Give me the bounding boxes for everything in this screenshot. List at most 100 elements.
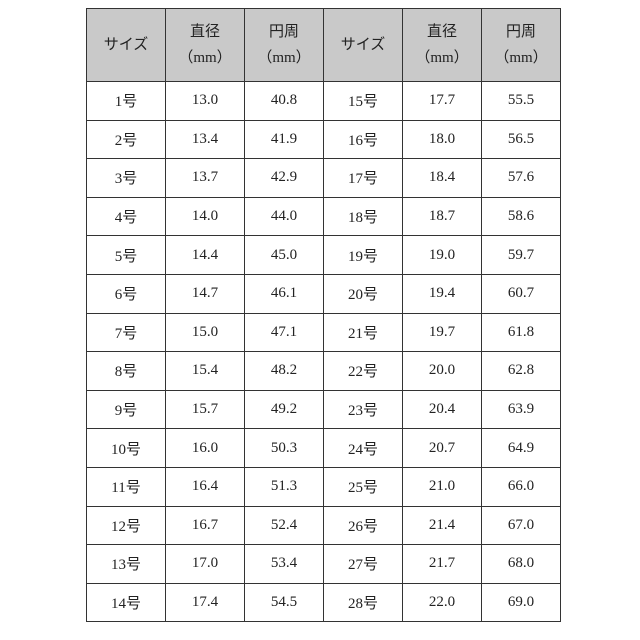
table-cell: 61.8 — [481, 312, 561, 353]
table-cell: 20号 — [323, 273, 403, 314]
table-row: 1号 13.0 40.8 15号 17.7 55.5 — [86, 81, 561, 121]
table-cell: 13.7 — [165, 158, 245, 198]
table-cell: 22号 — [323, 351, 403, 391]
table-cell: 17.4 — [165, 582, 245, 623]
table-cell: 63.9 — [481, 389, 561, 430]
table-cell: 14.7 — [165, 273, 245, 314]
table-cell: 26号 — [323, 505, 403, 546]
table-cell: 27号 — [323, 544, 403, 584]
table-row: 6号 14.7 46.1 20号 19.4 60.7 — [86, 273, 561, 314]
table-row: 5号 14.4 45.0 19号 19.0 59.7 — [86, 235, 561, 275]
table-cell: 66.0 — [481, 466, 561, 507]
table-cell: 13.4 — [165, 119, 245, 160]
table-cell: 41.9 — [244, 119, 324, 160]
table-cell: 53.4 — [244, 544, 324, 584]
table-cell: 16.7 — [165, 505, 245, 546]
table-row: 4号 14.0 44.0 18号 18.7 58.6 — [86, 196, 561, 237]
table-cell: 2号 — [86, 119, 166, 160]
table-row: 8号 15.4 48.2 22号 20.0 62.8 — [86, 351, 561, 391]
table-cell: 19号 — [323, 235, 403, 275]
table-cell: 21.4 — [402, 505, 482, 546]
table-cell: 64.9 — [481, 428, 561, 468]
table-cell: 12号 — [86, 505, 166, 546]
header-title: 直径 — [189, 24, 220, 40]
table-row: 11号 16.4 51.3 25号 21.0 66.0 — [86, 466, 561, 507]
header-cell: 直径 （mm） — [165, 8, 245, 82]
table-cell: 15.0 — [165, 312, 245, 353]
table-cell: 18.7 — [402, 196, 482, 237]
table-cell: 19.7 — [402, 312, 482, 353]
header-title: サイズ — [103, 37, 149, 53]
table-cell: 17.0 — [165, 544, 245, 584]
table-cell: 25号 — [323, 466, 403, 507]
table-cell: 44.0 — [244, 196, 324, 237]
table-cell: 22.0 — [402, 582, 482, 623]
table-cell: 52.4 — [244, 505, 324, 546]
table-body: 1号 13.0 40.8 15号 17.7 55.5 2号 13.4 41.9 16号 18.0 56… — [86, 81, 561, 623]
table-cell: 16号 — [323, 119, 403, 160]
table-cell: 18.0 — [402, 119, 482, 160]
table-cell: 15.7 — [165, 389, 245, 430]
table-cell: 68.0 — [481, 544, 561, 584]
table-cell: 60.7 — [481, 273, 561, 314]
header-cell: 直径 （mm） — [402, 8, 482, 82]
table-cell: 3号 — [86, 158, 166, 198]
table-cell: 58.6 — [481, 196, 561, 237]
table-cell: 20.4 — [402, 389, 482, 430]
table-cell: 21号 — [323, 312, 403, 353]
table-cell: 14号 — [86, 582, 166, 623]
table-cell: 69.0 — [481, 582, 561, 623]
table-cell: 14.4 — [165, 235, 245, 275]
table-cell: 15.4 — [165, 351, 245, 391]
table-cell: 15号 — [323, 81, 403, 121]
header-unit: （mm） — [257, 50, 311, 66]
table-cell: 56.5 — [481, 119, 561, 160]
table-cell: 4号 — [86, 196, 166, 237]
table-cell: 42.9 — [244, 158, 324, 198]
table-cell: 20.7 — [402, 428, 482, 468]
table-cell: 13号 — [86, 544, 166, 584]
table-cell: 17号 — [323, 158, 403, 198]
header-title: 直径 — [426, 24, 457, 40]
table-cell: 40.8 — [244, 81, 324, 121]
table-cell: 11号 — [86, 466, 166, 507]
table-cell: 10号 — [86, 428, 166, 468]
table-row: 12号 16.7 52.4 26号 21.4 67.0 — [86, 505, 561, 546]
table-cell: 67.0 — [481, 505, 561, 546]
table-cell: 59.7 — [481, 235, 561, 275]
table-cell: 55.5 — [481, 81, 561, 121]
header-title: 円周 — [268, 24, 299, 40]
table-cell: 54.5 — [244, 582, 324, 623]
table-cell: 51.3 — [244, 466, 324, 507]
table-cell: 50.3 — [244, 428, 324, 468]
header-title: 円周 — [505, 24, 536, 40]
table-cell: 16.0 — [165, 428, 245, 468]
header-unit: （mm） — [415, 50, 469, 66]
table-cell: 20.0 — [402, 351, 482, 391]
table-cell: 19.4 — [402, 273, 482, 314]
table-cell: 21.0 — [402, 466, 482, 507]
table-row: 13号 17.0 53.4 27号 21.7 68.0 — [86, 544, 561, 584]
table-cell: 21.7 — [402, 544, 482, 584]
table-row: 3号 13.7 42.9 17号 18.4 57.6 — [86, 158, 561, 198]
table-cell: 17.7 — [402, 81, 482, 121]
table-cell: 18号 — [323, 196, 403, 237]
size-table: サイズ 直径 （mm） 円周 （mm） サイズ 直径 （mm） 円周 （mm） 1号 13.0 40.… — [86, 8, 561, 623]
table-cell: 16.4 — [165, 466, 245, 507]
table-row: 2号 13.4 41.9 16号 18.0 56.5 — [86, 119, 561, 160]
table-cell: 48.2 — [244, 351, 324, 391]
header-title: サイズ — [340, 37, 386, 53]
table-cell: 46.1 — [244, 273, 324, 314]
table-cell: 13.0 — [165, 81, 245, 121]
table-cell: 57.6 — [481, 158, 561, 198]
table-cell: 7号 — [86, 312, 166, 353]
table-cell: 28号 — [323, 582, 403, 623]
header-cell: サイズ — [86, 8, 166, 82]
table-cell: 1号 — [86, 81, 166, 121]
table-cell: 62.8 — [481, 351, 561, 391]
table-cell: 45.0 — [244, 235, 324, 275]
header-row: サイズ 直径 （mm） 円周 （mm） サイズ 直径 （mm） 円周 （mm） — [86, 8, 561, 82]
table-cell: 18.4 — [402, 158, 482, 198]
table-cell: 47.1 — [244, 312, 324, 353]
